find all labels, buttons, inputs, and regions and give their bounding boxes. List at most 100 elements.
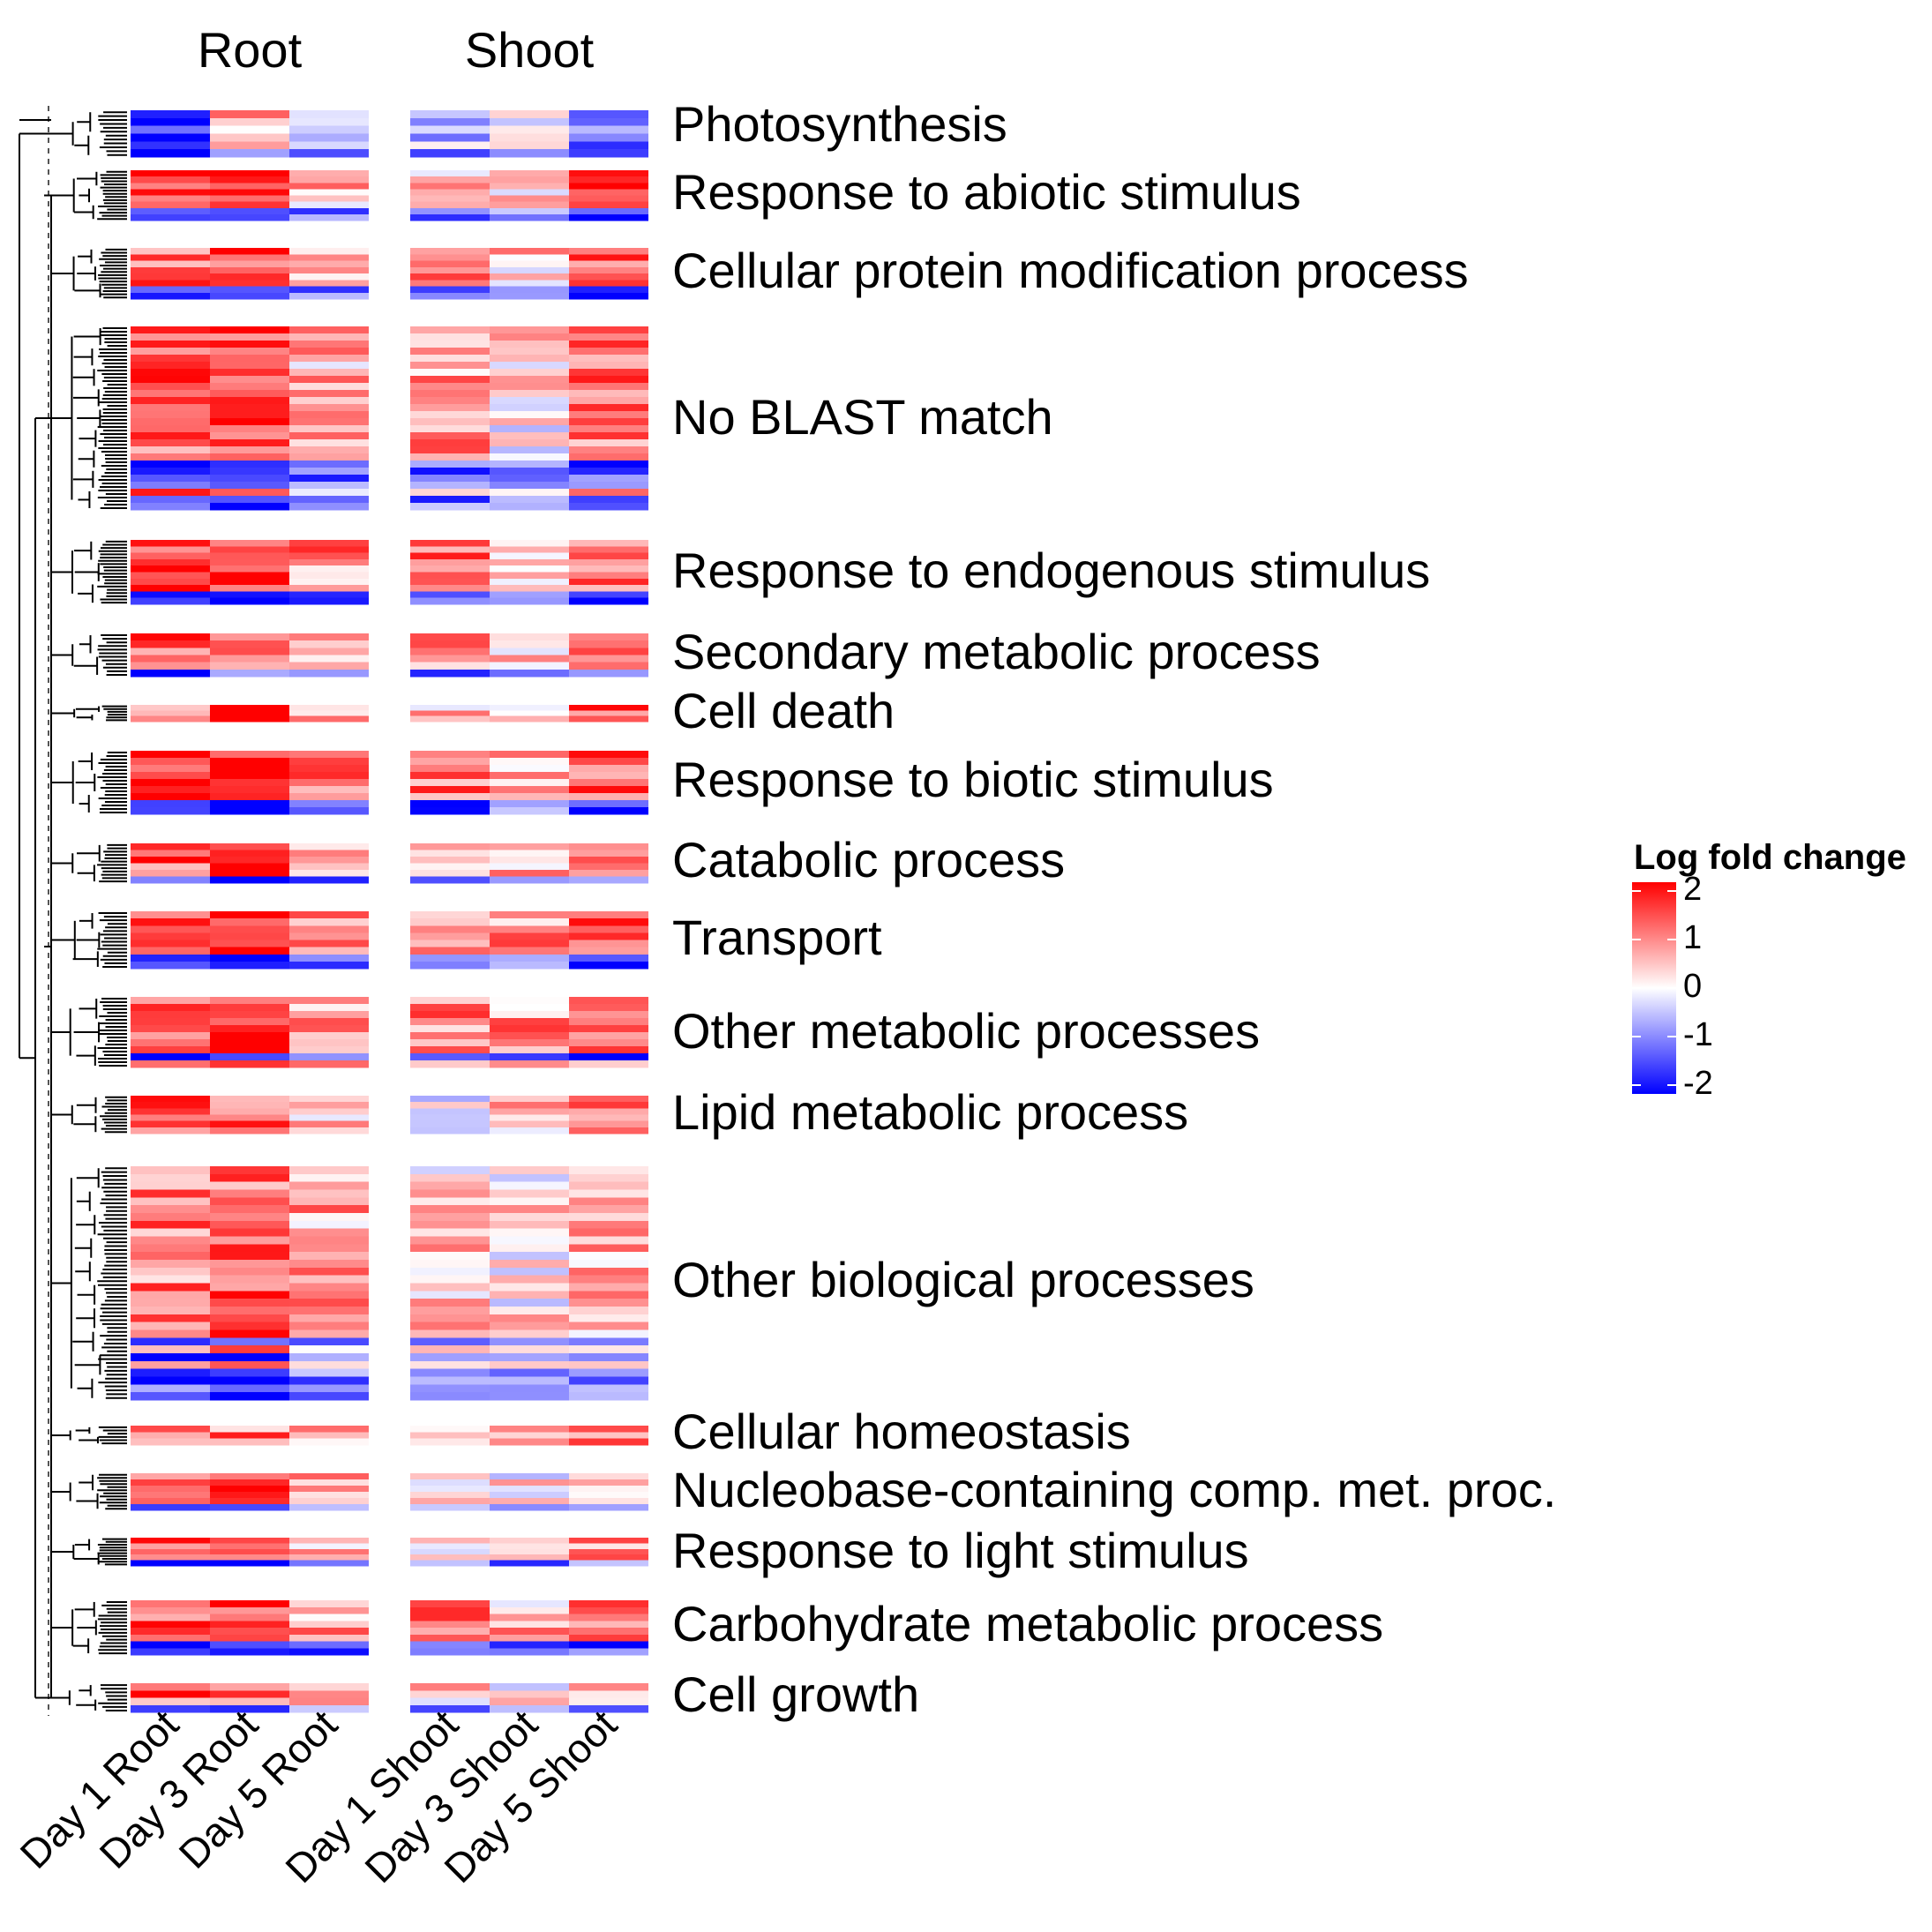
heatmap-cell xyxy=(490,482,569,490)
heatmap-cell xyxy=(410,333,490,341)
heatmap-cell xyxy=(410,189,490,197)
heatmap-cell xyxy=(210,503,289,511)
heatmap-cell xyxy=(410,843,490,851)
heatmap-cell xyxy=(131,1479,210,1486)
heatmap-cell xyxy=(569,141,648,150)
heatmap-cell xyxy=(490,418,569,426)
heatmap-cell xyxy=(569,1025,648,1033)
heatmap-cell xyxy=(289,397,369,405)
heatmap-cell xyxy=(289,1614,369,1621)
heatmap-cell xyxy=(490,1197,569,1206)
heatmap-cell xyxy=(289,1345,369,1354)
heatmap-cell xyxy=(490,786,569,794)
heatmap-cell xyxy=(490,1322,569,1331)
heatmap-cell xyxy=(210,496,289,504)
heatmap-cell xyxy=(131,453,210,461)
heatmap-cell xyxy=(289,1486,369,1493)
heatmap-cell xyxy=(210,1213,289,1222)
heatmap-cell xyxy=(131,772,210,780)
heatmap-cell xyxy=(490,1236,569,1245)
heatmap-cell xyxy=(410,1032,490,1040)
heatmap-cell xyxy=(210,1220,289,1230)
heatmap-cell xyxy=(210,355,289,363)
heatmap-cell xyxy=(210,597,289,605)
heatmap-cell xyxy=(289,213,369,221)
heatmap-cell xyxy=(410,376,490,384)
heatmap-cell xyxy=(569,558,648,566)
heatmap-cell xyxy=(410,591,490,599)
heatmap-cell xyxy=(210,170,289,177)
heatmap-cell xyxy=(490,1426,569,1433)
heatmap-cell xyxy=(131,578,210,586)
heatmap-cell xyxy=(410,1267,490,1277)
heatmap-cell xyxy=(210,954,289,962)
heatmap-cell xyxy=(569,1606,648,1615)
heatmap-cell xyxy=(410,1360,490,1370)
heatmap-cell xyxy=(289,1538,369,1544)
heatmap-cell xyxy=(569,758,648,766)
heatmap-cell xyxy=(289,117,369,127)
heatmap-cell xyxy=(410,857,490,865)
heatmap-cell xyxy=(490,1648,569,1656)
heatmap-cell xyxy=(569,254,648,262)
heatmap-cell xyxy=(131,857,210,865)
heatmap-cell xyxy=(131,1244,210,1253)
heatmap-cell xyxy=(569,765,648,773)
heatmap-cell xyxy=(210,1018,289,1026)
heatmap-cell xyxy=(131,355,210,363)
heatmap-cell xyxy=(569,1283,648,1292)
heatmap-cell xyxy=(490,850,569,857)
heatmap-cell xyxy=(289,1498,369,1505)
heatmap-cell xyxy=(131,1220,210,1230)
heatmap-cell xyxy=(410,655,490,663)
heatmap-cell xyxy=(569,1275,648,1284)
heatmap-cell xyxy=(569,1299,648,1307)
heatmap-cell xyxy=(490,260,569,268)
heatmap-cell xyxy=(289,170,369,177)
heatmap-cell xyxy=(210,213,289,221)
heatmap-cell xyxy=(131,1384,210,1393)
heatmap-cell xyxy=(131,1173,210,1183)
heatmap-cell xyxy=(131,565,210,573)
heatmap-cell xyxy=(490,1283,569,1292)
heatmap-cell xyxy=(490,633,569,641)
heatmap-cell xyxy=(131,404,210,412)
heatmap-cell xyxy=(410,254,490,262)
heatmap-cell xyxy=(490,1697,569,1706)
heatmap-cell xyxy=(410,383,490,391)
heatmap-cell xyxy=(131,662,210,670)
heatmap-cell xyxy=(569,1032,648,1040)
heatmap-cell xyxy=(289,254,369,262)
heatmap-cell xyxy=(410,540,490,547)
heatmap-cell xyxy=(490,870,569,878)
heatmap-cell xyxy=(490,1337,569,1346)
heatmap-cell xyxy=(490,940,569,948)
heatmap-cell xyxy=(210,125,289,135)
heatmap-cell xyxy=(569,565,648,573)
heatmap-cell xyxy=(490,1392,569,1401)
heatmap-cell xyxy=(210,248,289,255)
heatmap-cell xyxy=(210,1236,289,1245)
heatmap-cell xyxy=(410,870,490,878)
heatmap-cell xyxy=(289,655,369,663)
heatmap-cell xyxy=(210,1634,289,1643)
heatmap-cell xyxy=(289,1554,369,1561)
heatmap-cell xyxy=(289,411,369,419)
heatmap-cell xyxy=(490,176,569,183)
heatmap-cell xyxy=(289,1096,369,1103)
row-label: Catabolic process xyxy=(672,832,1065,887)
heatmap-cell xyxy=(569,1426,648,1433)
legend-tick-label: 0 xyxy=(1683,968,1702,1005)
heatmap-cell xyxy=(490,1486,569,1493)
heatmap-cell xyxy=(490,1606,569,1615)
heatmap-cell xyxy=(490,765,569,773)
heatmap-cell xyxy=(569,705,648,711)
heatmap-cell xyxy=(210,1606,289,1615)
heatmap-cell xyxy=(490,489,569,497)
heatmap-cell xyxy=(569,439,648,447)
heatmap-cell xyxy=(210,489,289,497)
heatmap-cell xyxy=(210,133,289,142)
heatmap-cell xyxy=(569,1438,648,1446)
heatmap-cell xyxy=(131,248,210,255)
heatmap-cell xyxy=(210,870,289,878)
